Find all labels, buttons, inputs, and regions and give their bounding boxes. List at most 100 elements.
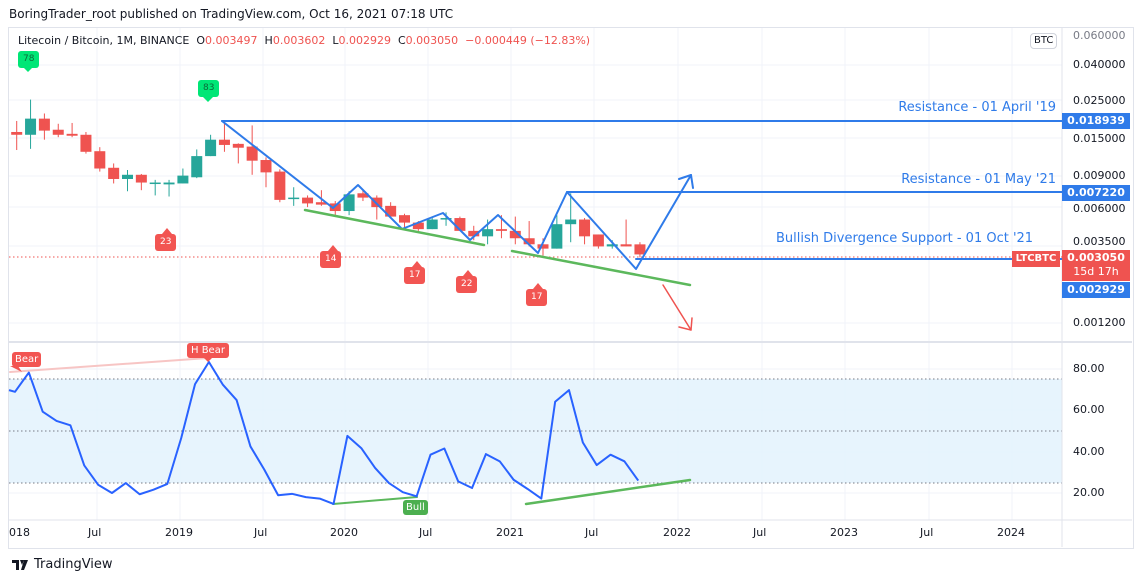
candle-body <box>260 160 272 173</box>
candle-body <box>579 219 591 237</box>
tradingview-logo-icon <box>12 559 28 570</box>
drawings <box>9 120 1063 506</box>
high-value: 0.003602 <box>272 34 326 47</box>
candle-body <box>440 218 452 220</box>
symbol-legend[interactable]: Litecoin / Bitcoin, 1M, BINANCE O0.00349… <box>18 34 590 47</box>
candle <box>177 168 189 184</box>
candle-body <box>11 131 23 135</box>
candle <box>205 134 217 157</box>
candle-body <box>523 238 535 245</box>
candle-body <box>191 156 203 178</box>
candles <box>11 99 646 258</box>
candle-body <box>634 244 646 255</box>
annotation-resistance-april-19[interactable]: Resistance - 01 April '19 <box>898 100 1056 115</box>
bar-countdown: 15d 17h <box>1073 265 1119 278</box>
candle <box>343 191 355 216</box>
candle <box>592 234 604 249</box>
currency-badge[interactable]: BTC <box>1030 33 1058 49</box>
candle <box>634 242 646 258</box>
price-tick: 0.006000 <box>1073 202 1126 215</box>
candle <box>38 113 50 140</box>
candle <box>620 219 632 247</box>
high-label: H <box>264 34 273 47</box>
candle <box>440 212 452 226</box>
candle <box>246 125 258 175</box>
down-arrow-head <box>678 317 693 331</box>
time-tick: 2021 <box>496 526 524 539</box>
candle <box>218 120 230 152</box>
pointer-hbear <box>203 357 213 362</box>
annotation-bullish-divergence-support[interactable]: Bullish Divergence Support - 01 Oct '21 <box>776 231 1034 246</box>
pointer-bear <box>10 366 22 372</box>
up-arrow-head <box>678 174 694 189</box>
candle <box>52 123 64 138</box>
candle <box>399 213 410 228</box>
candle-body <box>25 118 37 135</box>
osc-tick: 20.00 <box>1073 486 1105 499</box>
osc-bull-divergence-line-1 <box>332 496 418 505</box>
candle <box>232 143 244 164</box>
time-tick: Jul <box>753 526 767 539</box>
footer: TradingView <box>12 557 113 572</box>
time-tick: 2024 <box>997 526 1025 539</box>
candle-body <box>495 229 507 231</box>
low-value: 0.002929 <box>338 34 391 47</box>
price-tick: 0.060000 <box>1073 29 1126 42</box>
last-price-label: 0.003050 15d 17h <box>1062 250 1130 281</box>
osc-tick: 40.00 <box>1073 445 1105 458</box>
candle <box>371 195 383 220</box>
ticker-tag: LTCBTC <box>1012 251 1060 267</box>
candle-body <box>357 193 369 198</box>
candle-body <box>426 219 438 230</box>
candle-body <box>274 171 286 200</box>
candle-body <box>468 230 480 237</box>
pointer-up-17b <box>533 283 543 289</box>
badge-pointers <box>10 67 543 372</box>
time-tick: 2019 <box>165 526 193 539</box>
time-tick: Jul <box>419 526 433 539</box>
pointer-up-14 <box>328 245 338 251</box>
badge-green-83: 83 <box>198 80 220 97</box>
candle-body <box>302 197 314 204</box>
candle <box>385 202 397 219</box>
price-tick: 0.003500 <box>1073 235 1126 248</box>
candle <box>94 147 106 172</box>
candle-body <box>80 134 92 152</box>
symbol-name: Litecoin / Bitcoin, 1M, BINANCE <box>18 34 190 47</box>
badge-red-14: 14 <box>320 251 342 268</box>
time-tick: 2020 <box>330 526 358 539</box>
candle-body <box>149 182 161 185</box>
down-arrow <box>662 284 692 331</box>
candle-body <box>371 197 383 208</box>
candle-body <box>454 218 466 231</box>
candle-body <box>218 139 230 145</box>
annotation-resistance-may-21[interactable]: Resistance - 01 May '21 <box>901 172 1056 187</box>
time-tick: 018 <box>9 526 30 539</box>
candle-body <box>122 174 133 179</box>
low-label: L <box>332 34 339 47</box>
candle-body <box>163 182 175 185</box>
candle <box>11 120 23 151</box>
candle <box>163 179 175 197</box>
oscillator-levels <box>9 378 1062 484</box>
candle <box>302 195 314 208</box>
time-tick: Jul <box>254 526 268 539</box>
candle-body <box>620 244 632 247</box>
candle-body <box>38 118 50 131</box>
candle <box>108 163 120 184</box>
footer-brand: TradingView <box>34 557 113 572</box>
time-tick: Jul <box>585 526 599 539</box>
price-tick: 0.025000 <box>1073 94 1126 107</box>
trend-line-lower-2 <box>510 249 692 287</box>
candle <box>426 218 438 230</box>
candle-body <box>509 230 521 239</box>
candle-body <box>135 174 147 183</box>
candle <box>288 187 300 206</box>
candle-body <box>565 219 577 225</box>
badge-red-23: 23 <box>155 234 177 251</box>
chart-frame <box>8 27 1134 549</box>
osc-badge-bear: Bear <box>12 352 42 367</box>
oscillator-band <box>9 379 1062 483</box>
trend-line-lower-1 <box>303 208 486 247</box>
